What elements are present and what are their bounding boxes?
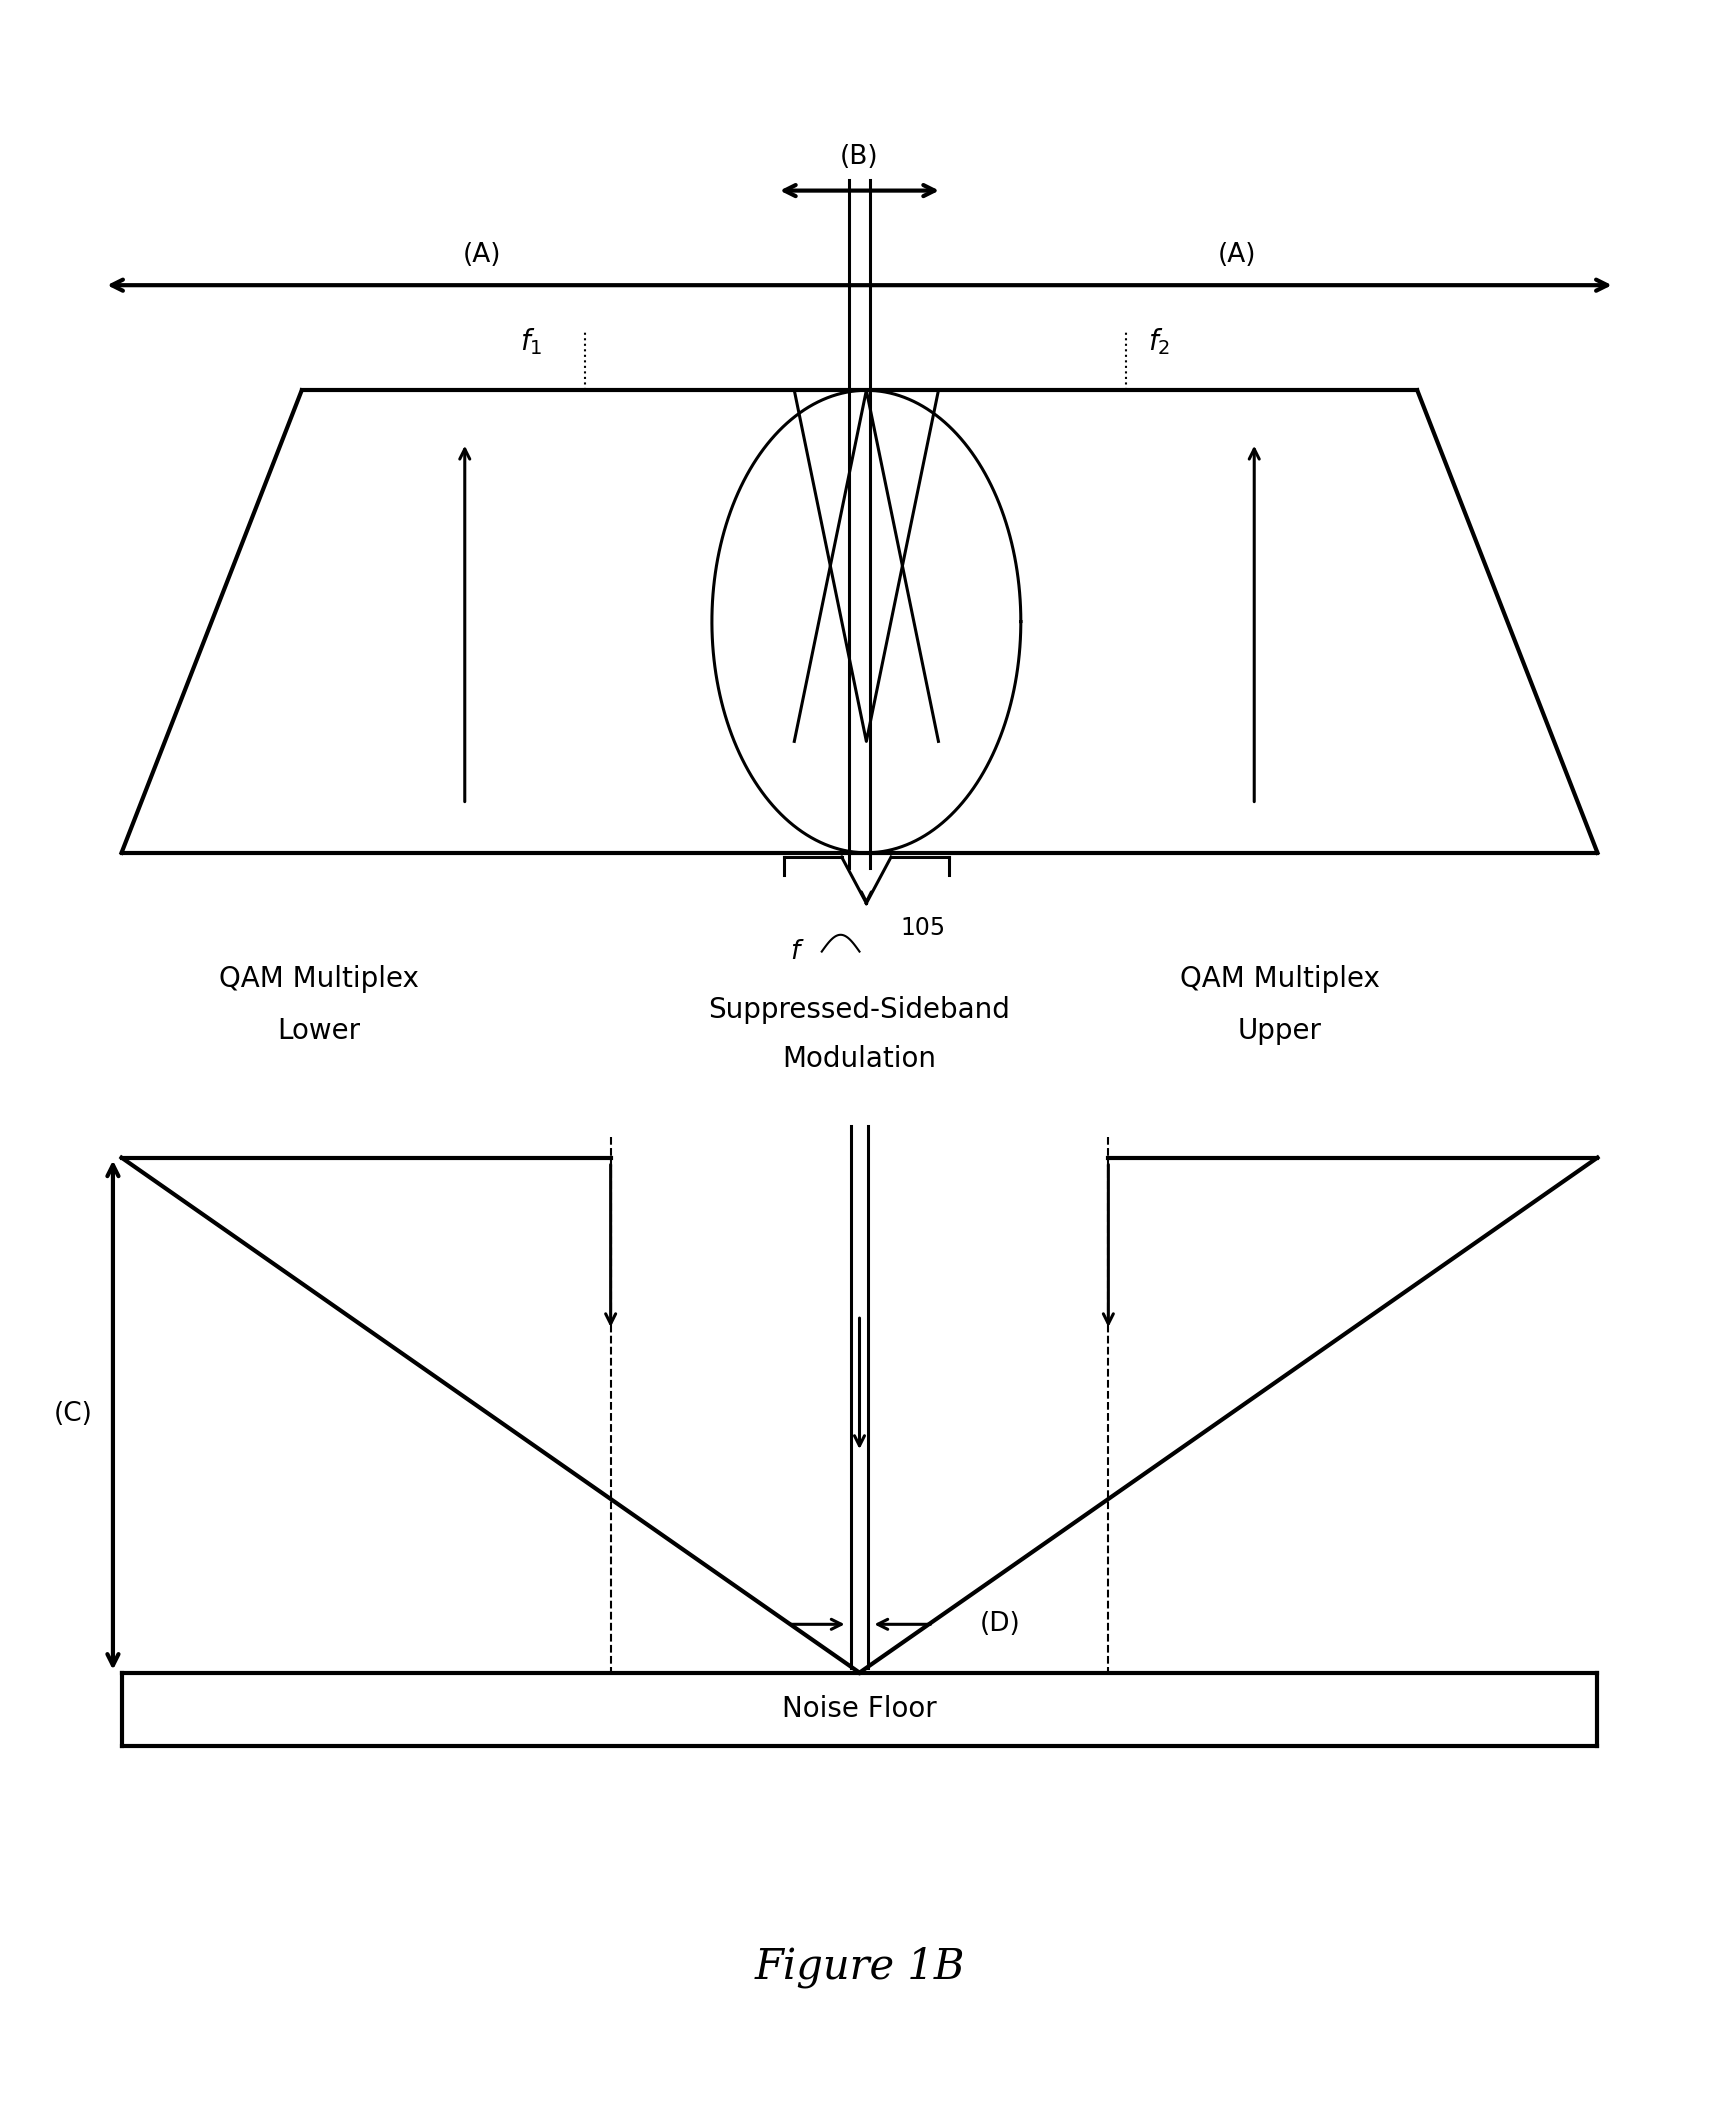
Text: $f_1$: $f_1$ — [519, 326, 541, 358]
Text: 105: 105 — [901, 916, 945, 939]
Text: (D): (D) — [980, 1610, 1021, 1638]
Text: Noise Floor: Noise Floor — [782, 1695, 937, 1724]
Text: Modulation: Modulation — [782, 1044, 937, 1074]
Text: (A): (A) — [1217, 242, 1257, 267]
Text: (B): (B) — [841, 143, 878, 171]
Text: QAM Multiplex: QAM Multiplex — [218, 964, 419, 994]
Text: (C): (C) — [53, 1402, 93, 1427]
Text: Upper: Upper — [1238, 1017, 1322, 1046]
Text: Figure 1B: Figure 1B — [755, 1945, 964, 1987]
Text: $f_2$: $f_2$ — [1148, 326, 1171, 358]
Text: Suppressed-Sideband: Suppressed-Sideband — [708, 996, 1011, 1025]
Text: $f$: $f$ — [791, 939, 804, 964]
Text: QAM Multiplex: QAM Multiplex — [1179, 964, 1380, 994]
Text: (A): (A) — [462, 242, 502, 267]
Text: Lower: Lower — [277, 1017, 361, 1046]
